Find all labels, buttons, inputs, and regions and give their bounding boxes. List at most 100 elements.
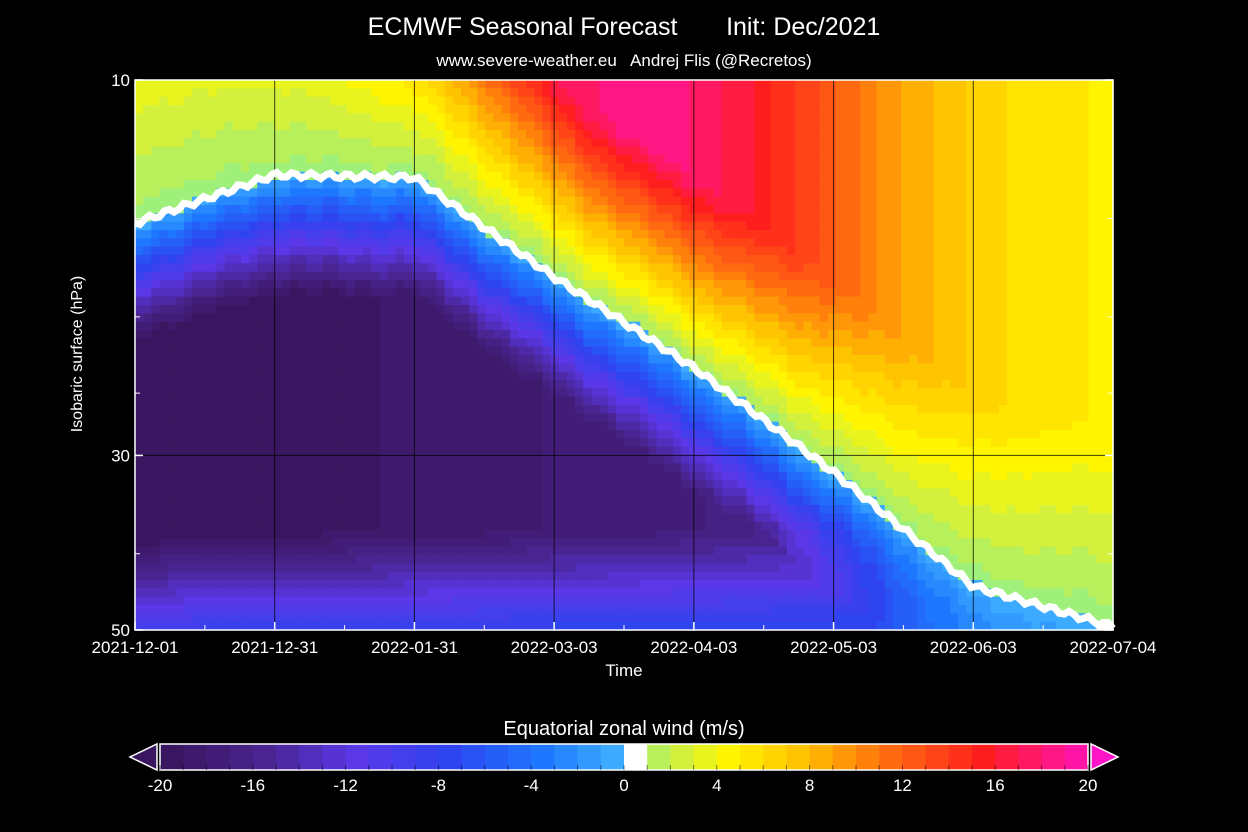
field-cell [240,171,250,181]
field-cell [395,588,405,598]
field-cell [493,371,503,381]
field-cell [143,446,152,456]
field-cell [624,305,633,314]
field-cell [200,330,209,339]
field-cell [420,396,429,406]
field-cell [387,196,397,206]
field-cell [330,530,340,539]
field-cell [403,180,413,189]
field-cell [607,263,617,273]
field-cell [558,580,568,589]
field-cell [355,421,364,431]
field-cell [436,571,446,581]
field-cell [314,455,324,464]
field-cell [346,288,356,298]
field-cell [444,555,454,564]
field-cell [371,105,381,114]
field-cell [452,496,462,506]
field-cell [526,338,535,348]
field-cell [558,321,568,331]
field-cell [436,538,446,548]
field-cell [469,246,478,256]
field-cell [306,138,315,148]
field-cell [461,488,470,498]
field-cell [477,263,487,273]
field-cell [729,471,739,481]
field-cell [591,221,601,231]
field-cell [746,171,755,181]
field-cell [346,363,356,373]
field-cell [412,438,421,448]
field-cell [428,138,438,148]
field-cell [387,380,397,389]
field-cell [395,221,405,231]
field-cell [575,505,584,514]
field-cell [281,313,291,323]
field-cell [322,338,332,348]
field-cell [428,488,438,498]
field-cell [135,238,144,248]
field-cell [624,163,633,173]
field-cell [664,296,674,306]
field-cell [485,521,495,531]
field-cell [387,605,397,614]
field-cell [599,355,609,364]
field-cell [550,88,560,98]
field-cell [615,80,625,89]
field-cell [542,196,552,206]
field-cell [281,88,291,98]
field-cell [542,346,552,356]
field-cell [363,338,372,348]
field-cell [306,321,315,331]
field-cell [412,105,421,114]
field-cell [452,555,462,564]
field-cell [428,338,438,348]
field-cell [469,238,478,248]
field-cell [461,80,470,89]
field-cell [240,471,250,481]
field-cell [363,180,372,189]
field-cell [379,605,389,614]
field-cell [412,371,421,381]
field-cell [249,463,258,473]
field-cell [705,130,715,139]
field-cell [298,321,307,331]
field-cell [208,263,218,273]
field-cell [167,571,177,581]
field-cell [681,488,690,498]
field-cell [664,596,674,606]
field-cell [713,171,723,181]
field-cell [607,255,617,264]
field-cell [664,446,674,456]
field-cell [607,413,617,423]
field-cell [208,271,218,281]
field-cell [167,296,177,306]
field-cell [298,305,307,314]
field-cell [632,255,641,264]
field-cell [534,521,544,531]
field-cell [224,563,234,573]
field-cell [575,621,584,631]
field-cell [526,413,535,423]
field-cell [192,413,201,423]
field-cell [403,230,413,239]
field-cell [379,155,389,164]
field-cell [240,371,250,381]
field-cell [681,330,690,339]
field-cell [314,446,324,456]
field-cell [232,563,242,573]
field-cell [640,363,650,373]
field-cell [697,96,707,106]
field-cell [200,463,209,473]
field-cell [200,430,209,439]
field-cell [428,555,438,564]
field-cell [518,313,527,323]
field-cell [395,213,405,223]
field-cell [697,446,707,456]
field-cell [249,80,258,89]
field-cell [591,488,601,498]
field-cell [485,296,495,306]
field-cell [151,321,161,331]
field-cell [615,296,625,306]
field-cell [713,363,723,373]
